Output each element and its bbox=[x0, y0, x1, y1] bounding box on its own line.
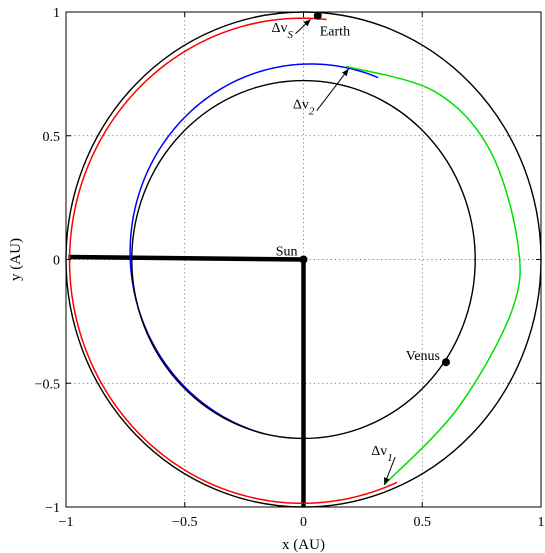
delta-v-s-label: ΔvS bbox=[271, 21, 293, 41]
y-tick-label-0: −1 bbox=[45, 501, 60, 516]
sun-line-0 bbox=[68, 254, 304, 262]
delta-v-s-arrow bbox=[295, 19, 311, 35]
venus-marker bbox=[442, 358, 450, 367]
delta-v-2-arrow bbox=[316, 68, 350, 111]
point-layer: Sun Earth Venus bbox=[276, 11, 450, 367]
y-tick-label-1: −0.5 bbox=[35, 377, 60, 392]
blue-transfer-arc bbox=[129, 63, 379, 435]
earth-label: Earth bbox=[320, 25, 350, 40]
y-tick-label-3: 0.5 bbox=[43, 130, 61, 145]
venus-label: Venus bbox=[406, 349, 440, 364]
curve-layer bbox=[65, 11, 542, 508]
venus-orbit bbox=[131, 79, 476, 440]
y-axis-label: y (AU) bbox=[8, 238, 24, 281]
delta-v-1-arrow bbox=[383, 456, 396, 485]
x-tick-label-0: −1 bbox=[59, 515, 74, 530]
tick-layer: −1 −0.5 0 0.5 1 −1 −0.5 0 0.5 1 bbox=[35, 6, 545, 530]
x-tick-label-1: −0.5 bbox=[172, 515, 197, 530]
x-tick-label-3: 0.5 bbox=[414, 515, 432, 530]
delta-v-2-label: Δv2 bbox=[293, 98, 315, 118]
annotation-layer: ΔvS Δv2 Δv1 bbox=[271, 19, 396, 485]
x-axis-label: x (AU) bbox=[282, 537, 325, 553]
green-transfer-arc bbox=[346, 65, 521, 486]
sun-label: Sun bbox=[276, 245, 298, 260]
earth-marker bbox=[313, 11, 322, 20]
delta-v-1-label: Δv1 bbox=[371, 444, 393, 464]
x-tick-label-2: 0 bbox=[300, 515, 307, 530]
red-transfer-arc bbox=[68, 17, 398, 505]
y-tick-label-4: 1 bbox=[53, 6, 60, 21]
sun-marker bbox=[299, 255, 308, 264]
x-tick-label-4: 1 bbox=[538, 515, 545, 530]
y-tick-label-2: 0 bbox=[53, 254, 60, 269]
